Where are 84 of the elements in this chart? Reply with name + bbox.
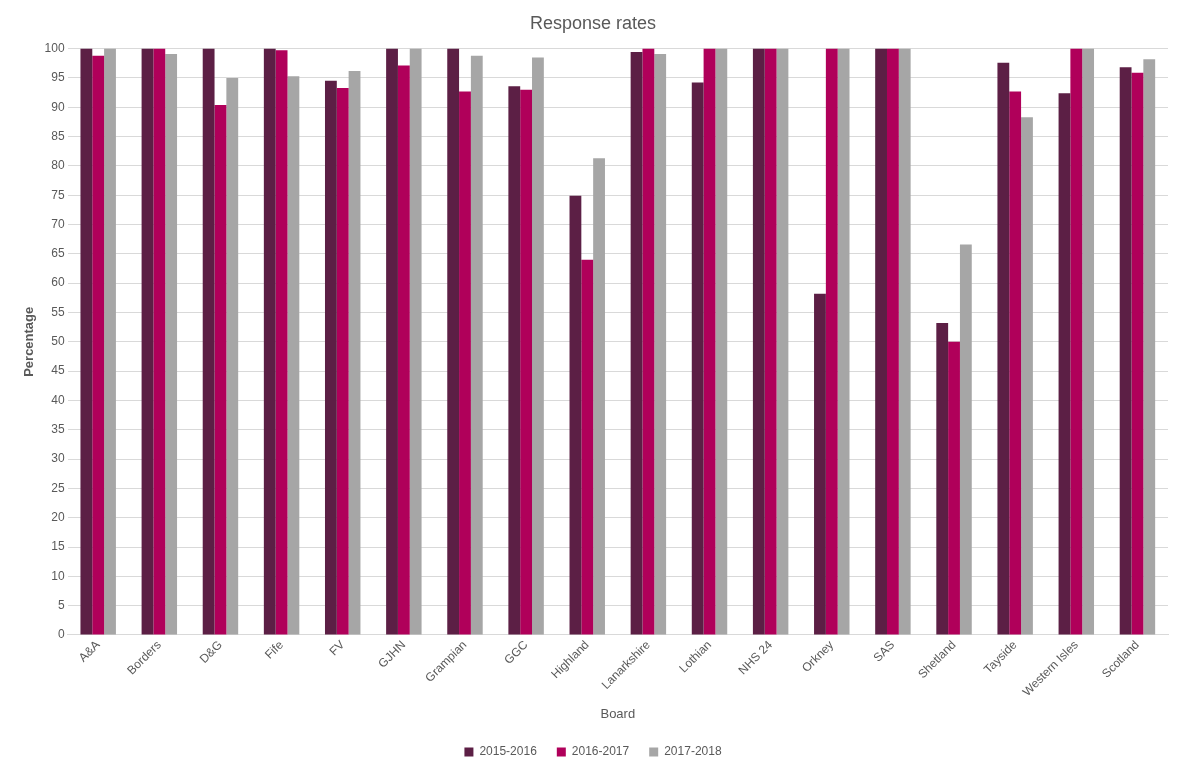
x-tick-label: SAS xyxy=(870,637,898,665)
bar xyxy=(397,65,410,635)
bar xyxy=(226,77,239,635)
bar xyxy=(814,293,826,635)
bar xyxy=(1021,117,1033,635)
y-tick-label: 45 xyxy=(51,363,65,378)
legend-label: 2016-2017 xyxy=(571,744,630,759)
bar xyxy=(1131,72,1144,635)
y-tick-label: 10 xyxy=(51,568,65,583)
legend-label: 2017-2018 xyxy=(664,744,722,759)
bar xyxy=(1082,48,1095,635)
bar xyxy=(459,91,471,635)
y-tick-label: 25 xyxy=(51,480,65,495)
bar xyxy=(837,48,850,635)
bar xyxy=(153,48,166,635)
bar xyxy=(409,48,422,635)
x-tick-label: Fife xyxy=(261,637,287,662)
bar xyxy=(348,70,361,635)
bar xyxy=(1119,67,1132,635)
bar xyxy=(214,104,227,635)
x-tick-label: FV xyxy=(326,637,348,659)
bar xyxy=(875,48,887,635)
y-tick-label: 5 xyxy=(57,597,65,612)
bar xyxy=(520,89,533,635)
bar xyxy=(1058,93,1071,635)
y-tick-label: 50 xyxy=(51,334,65,349)
bar xyxy=(287,76,300,635)
bar xyxy=(959,244,972,635)
y-tick-label: 75 xyxy=(51,187,65,202)
bar xyxy=(263,48,276,635)
y-tick-label: 80 xyxy=(51,158,65,173)
y-tick-label: 15 xyxy=(51,539,65,554)
y-tick-label: 55 xyxy=(51,304,65,319)
bar xyxy=(336,87,349,635)
y-tick-label: 100 xyxy=(44,40,65,55)
bar xyxy=(642,48,655,635)
legend-label: 2015-2016 xyxy=(479,744,538,759)
bar xyxy=(1143,59,1156,635)
bar xyxy=(80,48,93,635)
bar xyxy=(569,195,582,635)
bar xyxy=(447,48,460,635)
bar xyxy=(104,48,116,635)
y-tick-label: 20 xyxy=(51,510,65,525)
y-tick-label: 40 xyxy=(51,392,65,407)
y-tick-label: 90 xyxy=(51,99,65,114)
bar xyxy=(581,259,594,635)
bar xyxy=(532,57,544,635)
bar xyxy=(887,48,899,635)
bar xyxy=(141,48,154,635)
bar xyxy=(948,341,960,635)
y-tick-label: 35 xyxy=(51,422,65,437)
bar xyxy=(703,48,716,635)
bar xyxy=(691,82,704,635)
y-tick-label: 60 xyxy=(51,275,65,290)
bar xyxy=(997,62,1010,635)
bar xyxy=(654,53,667,635)
bar xyxy=(593,158,605,635)
bar xyxy=(630,52,643,635)
y-tick-label: 0 xyxy=(57,627,65,642)
bar xyxy=(1070,48,1083,635)
bar xyxy=(764,48,777,635)
y-tick-label: 85 xyxy=(51,128,65,143)
bar xyxy=(324,80,337,635)
bar xyxy=(386,48,398,635)
y-tick-label: 65 xyxy=(51,246,65,261)
bar xyxy=(508,86,521,635)
y-tick-label: 70 xyxy=(51,216,65,231)
bar xyxy=(936,323,949,635)
bar xyxy=(470,55,483,635)
y-axis-title: Percentage xyxy=(21,306,37,377)
bar xyxy=(275,50,288,635)
bar xyxy=(165,53,178,635)
x-axis-title: Board xyxy=(600,705,636,721)
bar xyxy=(776,48,789,635)
chart-title: Response rates xyxy=(529,12,657,33)
bar xyxy=(752,48,765,635)
bar xyxy=(202,48,215,635)
bar xyxy=(898,48,911,635)
bar xyxy=(92,55,105,635)
y-tick-label: 95 xyxy=(51,70,65,85)
bar xyxy=(1009,91,1022,635)
y-tick-label: 30 xyxy=(51,451,65,466)
bar xyxy=(825,48,838,635)
bar xyxy=(715,48,728,635)
